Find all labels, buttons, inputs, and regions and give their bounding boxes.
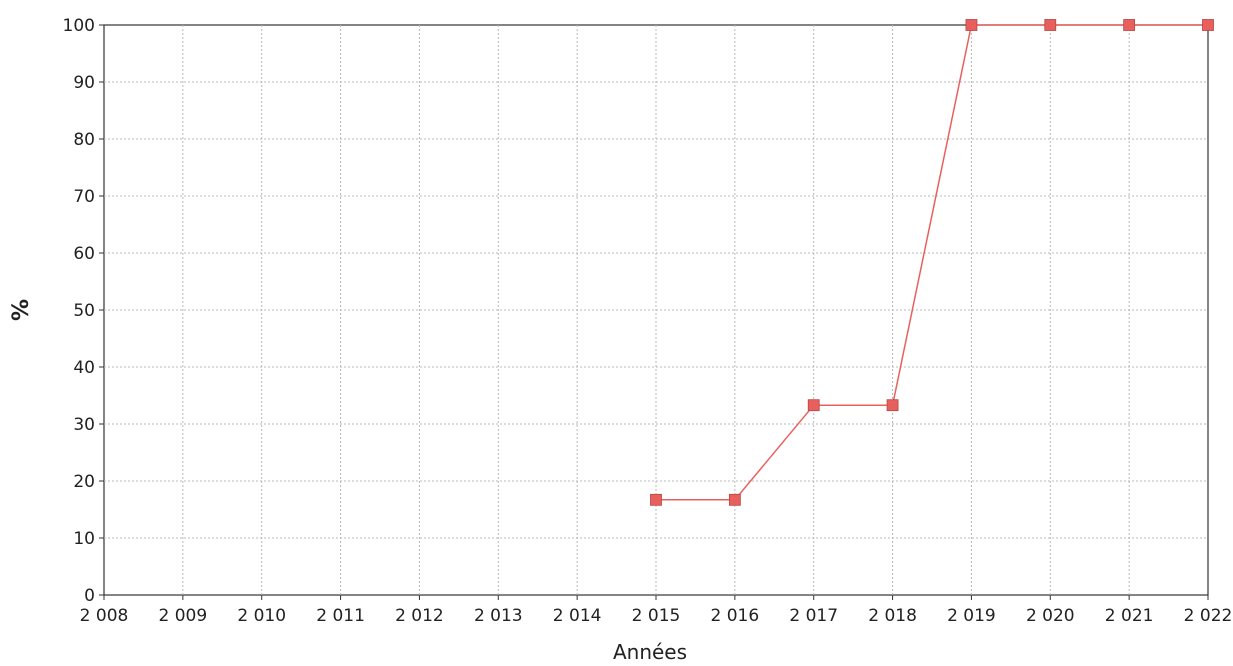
x-tick-label: 2 016: [711, 606, 760, 626]
x-tick-label: 2 015: [632, 606, 681, 626]
y-axis-ticks: 0 10 20 30 40 50 60 70 80 90 100: [63, 16, 104, 606]
x-tick-label: 2 021: [1105, 606, 1154, 626]
x-tick-label: 2 018: [868, 606, 917, 626]
data-point-marker: [1123, 19, 1136, 31]
x-tick-label: 2 020: [1026, 606, 1075, 626]
x-tick-label: 2 017: [789, 606, 838, 626]
data-point-marker: [1202, 19, 1214, 31]
data-point-marker: [965, 19, 978, 31]
x-tick-label: 2 010: [237, 606, 286, 626]
x-tick-label: 2 011: [316, 606, 365, 626]
y-tick-label: 90: [73, 73, 95, 93]
y-tick-label: 70: [73, 187, 95, 207]
x-tick-label: 2 022: [1184, 606, 1233, 626]
y-tick-label: 0: [84, 586, 95, 606]
x-tick-label: 2 008: [80, 606, 129, 626]
y-tick-label: 80: [73, 130, 95, 150]
x-tick-label: 2 013: [474, 606, 523, 626]
series-line: [656, 24, 1208, 501]
data-point-marker: [807, 399, 820, 412]
data-point-marker: [728, 493, 741, 506]
y-axis-title: %: [9, 299, 34, 321]
series-layer: [650, 19, 1214, 506]
y-tick-label: 60: [73, 244, 95, 264]
x-axis-title: Années: [613, 640, 687, 664]
x-tick-label: 2 014: [553, 606, 602, 626]
data-point-marker: [1044, 19, 1057, 31]
data-point-marker: [650, 493, 662, 506]
x-tick-label: 2 009: [159, 606, 208, 626]
y-tick-label: 20: [73, 472, 95, 492]
x-tick-label: 2 019: [947, 606, 996, 626]
y-tick-label: 50: [73, 301, 95, 321]
y-tick-label: 30: [73, 415, 95, 435]
y-tick-label: 10: [73, 529, 95, 549]
grid-lines: [104, 25, 1208, 595]
x-axis-ticks: 2 008 2 009 2 010 2 011 2 012 2 013 2 014 2 015…: [80, 595, 1233, 626]
data-point-marker: [886, 399, 899, 412]
y-tick-label: 40: [73, 358, 95, 378]
x-tick-label: 2 012: [395, 606, 444, 626]
y-tick-label: 100: [63, 16, 95, 36]
